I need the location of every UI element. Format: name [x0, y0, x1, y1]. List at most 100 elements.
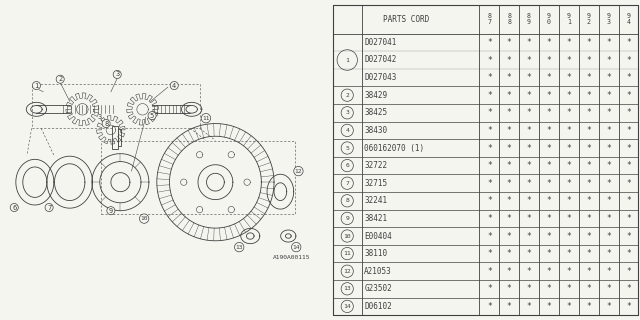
Text: 3: 3	[98, 114, 102, 120]
Text: 8
9: 8 9	[527, 13, 531, 25]
Text: *: *	[626, 196, 631, 205]
Text: 4: 4	[172, 83, 177, 89]
Text: *: *	[487, 143, 492, 153]
Text: *: *	[606, 38, 611, 47]
Text: *: *	[487, 196, 492, 205]
Text: *: *	[566, 214, 572, 223]
Text: *: *	[527, 267, 532, 276]
Text: *: *	[487, 55, 492, 65]
Text: *: *	[527, 179, 532, 188]
Text: *: *	[586, 108, 591, 117]
Text: *: *	[527, 249, 532, 258]
Text: *: *	[527, 284, 532, 293]
Text: *: *	[586, 231, 591, 241]
Text: 11: 11	[343, 251, 351, 256]
Text: *: *	[507, 284, 512, 293]
Text: *: *	[566, 284, 572, 293]
Text: *: *	[586, 302, 591, 311]
Text: *: *	[547, 267, 552, 276]
Text: *: *	[507, 91, 512, 100]
Text: *: *	[527, 73, 532, 82]
Text: G23502: G23502	[364, 284, 392, 293]
Text: *: *	[626, 267, 631, 276]
Text: *: *	[626, 231, 631, 241]
Circle shape	[341, 283, 353, 295]
Text: A21053: A21053	[364, 267, 392, 276]
Text: *: *	[507, 179, 512, 188]
Text: 8
7: 8 7	[488, 13, 492, 25]
Text: 32715: 32715	[364, 179, 387, 188]
Text: *: *	[606, 196, 611, 205]
Text: *: *	[586, 179, 591, 188]
Text: *: *	[507, 143, 512, 153]
Text: *: *	[586, 55, 591, 65]
Text: *: *	[626, 91, 631, 100]
Text: 12: 12	[343, 269, 351, 274]
Text: *: *	[547, 214, 552, 223]
Text: *: *	[566, 143, 572, 153]
Text: *: *	[626, 161, 631, 170]
Text: *: *	[566, 249, 572, 258]
Text: PARTS CORD: PARTS CORD	[383, 15, 429, 24]
Text: 9
1: 9 1	[567, 13, 571, 25]
Text: 10: 10	[343, 234, 351, 238]
Circle shape	[341, 124, 353, 137]
Text: 2: 2	[58, 76, 62, 82]
Text: *: *	[586, 126, 591, 135]
Text: D027043: D027043	[364, 73, 397, 82]
Text: *: *	[626, 126, 631, 135]
Circle shape	[341, 107, 353, 119]
Text: *: *	[606, 249, 611, 258]
Text: *: *	[487, 284, 492, 293]
Text: *: *	[566, 73, 572, 82]
Circle shape	[337, 50, 357, 70]
Text: *: *	[586, 38, 591, 47]
Text: *: *	[586, 284, 591, 293]
Text: *: *	[507, 231, 512, 241]
Text: *: *	[566, 126, 572, 135]
Bar	[32, 84, 200, 128]
Circle shape	[341, 142, 353, 154]
Text: D06102: D06102	[364, 302, 392, 311]
Text: *: *	[487, 302, 492, 311]
Text: *: *	[527, 196, 532, 205]
Text: *: *	[507, 55, 512, 65]
Text: 7: 7	[346, 181, 349, 186]
Text: *: *	[527, 161, 532, 170]
Text: 9: 9	[109, 208, 113, 214]
Text: *: *	[527, 143, 532, 153]
Text: *: *	[547, 91, 552, 100]
Text: 1: 1	[35, 83, 38, 89]
Text: 9
3: 9 3	[607, 13, 611, 25]
Text: *: *	[547, 179, 552, 188]
Text: *: *	[547, 73, 552, 82]
Text: *: *	[606, 161, 611, 170]
Text: *: *	[626, 143, 631, 153]
Text: *: *	[626, 249, 631, 258]
Circle shape	[341, 195, 353, 207]
Text: 13: 13	[236, 244, 243, 250]
Text: *: *	[487, 249, 492, 258]
Text: 10: 10	[140, 216, 148, 221]
Text: D027042: D027042	[364, 55, 397, 65]
Text: *: *	[626, 73, 631, 82]
Text: *: *	[507, 108, 512, 117]
Text: *: *	[547, 38, 552, 47]
Text: *: *	[626, 214, 631, 223]
Text: *: *	[626, 302, 631, 311]
Text: 9
4: 9 4	[627, 13, 630, 25]
Text: 6: 6	[12, 204, 17, 211]
Text: *: *	[586, 214, 591, 223]
Text: *: *	[606, 267, 611, 276]
Text: *: *	[527, 126, 532, 135]
Text: *: *	[547, 55, 552, 65]
Text: *: *	[566, 231, 572, 241]
Text: 060162070 (1): 060162070 (1)	[364, 143, 424, 153]
Text: *: *	[547, 126, 552, 135]
Text: *: *	[566, 179, 572, 188]
Text: *: *	[487, 231, 492, 241]
Text: 3: 3	[115, 71, 119, 77]
Text: *: *	[487, 38, 492, 47]
Text: *: *	[566, 91, 572, 100]
Text: 8
8: 8 8	[508, 13, 511, 25]
